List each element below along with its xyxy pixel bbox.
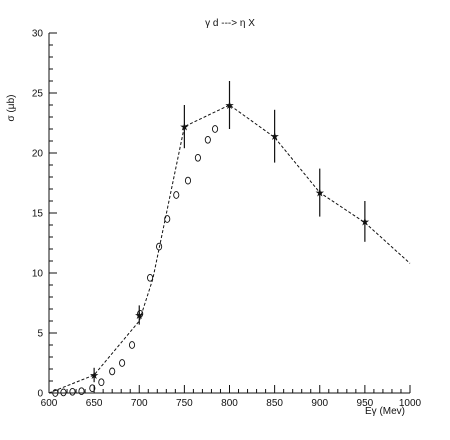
star-point: ★ bbox=[270, 130, 280, 143]
x-tick-label: 600 bbox=[41, 398, 58, 409]
circle-point bbox=[69, 387, 76, 396]
circle-point bbox=[184, 176, 192, 185]
circle-point bbox=[78, 387, 85, 396]
circle-point bbox=[109, 367, 116, 376]
star-point: ★ bbox=[134, 309, 144, 322]
star-point: ★ bbox=[179, 121, 189, 134]
y-tick-label: 20 bbox=[32, 149, 44, 160]
circle-point bbox=[60, 388, 67, 397]
circle-point bbox=[173, 191, 180, 199]
axis-titles: σ (μb) Eγ (Mev) bbox=[6, 95, 405, 417]
y-axis-title: σ (μb) bbox=[6, 95, 17, 122]
x-tick-label: 750 bbox=[176, 398, 193, 409]
circle-point bbox=[164, 215, 171, 223]
x-tick-label: 700 bbox=[131, 398, 148, 409]
y-tick-label: 30 bbox=[32, 29, 44, 40]
y-tick-label: 25 bbox=[32, 89, 44, 100]
y-tick-label: 5 bbox=[37, 329, 43, 340]
x-tick-label: 650 bbox=[86, 398, 103, 409]
star-point: ★ bbox=[225, 99, 235, 112]
x-tick-label: 1000 bbox=[399, 398, 422, 409]
x-tick-label: 800 bbox=[221, 398, 238, 409]
y-tick-label: 10 bbox=[32, 269, 44, 280]
circle-point bbox=[156, 242, 163, 251]
x-axis-title: Eγ (Mev) bbox=[365, 406, 405, 417]
star-point: ★ bbox=[360, 215, 370, 228]
ticks: 600 650 700 750 800 850 900 950 1000 0 5 10 15 20 25 30 bbox=[32, 29, 422, 410]
y-tick-label: 0 bbox=[37, 389, 43, 400]
circle-point bbox=[119, 359, 126, 367]
circle-point bbox=[52, 389, 59, 397]
circle-point bbox=[204, 135, 211, 144]
x-tick-label: 850 bbox=[266, 398, 283, 409]
chart-title: γ d ---> η X bbox=[205, 18, 255, 29]
fit-curve bbox=[48, 104, 411, 394]
circle-series bbox=[52, 125, 219, 397]
circle-point bbox=[147, 273, 154, 282]
circle-point bbox=[137, 309, 144, 318]
star-series: ★ ★ ★ ★ ★ ★ ★ bbox=[89, 81, 370, 383]
x-tick-label: 950 bbox=[357, 398, 374, 409]
circle-point bbox=[98, 378, 105, 387]
circle-point bbox=[128, 341, 136, 349]
x-tick-label: 900 bbox=[311, 398, 328, 409]
fit-curve-line bbox=[48, 104, 411, 394]
star-point: ★ bbox=[89, 369, 99, 382]
star-point: ★ bbox=[315, 187, 325, 200]
circle-point bbox=[212, 125, 219, 133]
chart-title-group: γ d ---> η X bbox=[205, 18, 255, 29]
circle-point bbox=[89, 384, 96, 393]
y-tick-label: 15 bbox=[32, 209, 44, 220]
circle-point bbox=[194, 153, 201, 162]
